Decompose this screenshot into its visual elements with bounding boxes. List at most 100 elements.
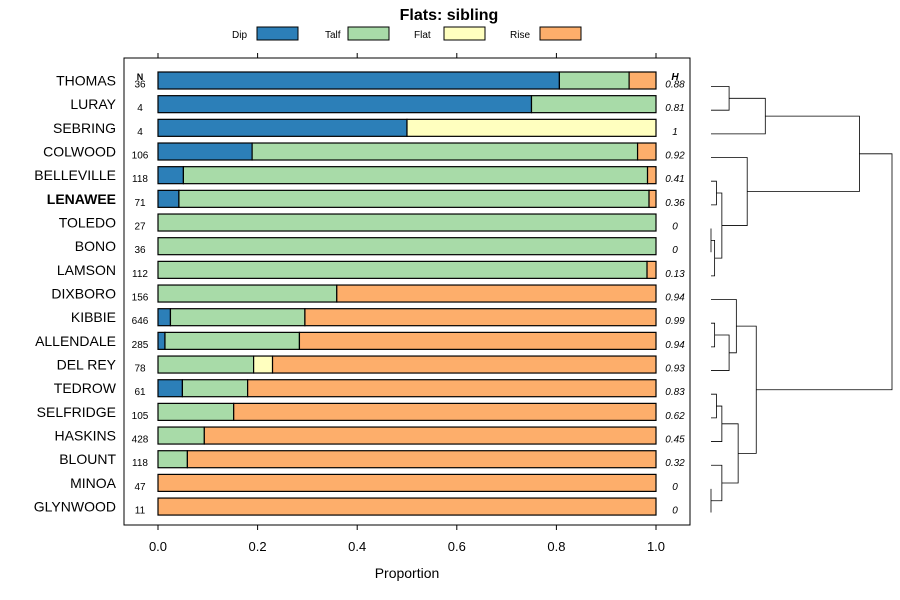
n-value: 118	[132, 174, 148, 185]
n-value: 105	[132, 411, 149, 422]
bar-segment-talf	[169, 308, 306, 327]
n-value: 36	[134, 245, 146, 256]
dendrogram-link	[711, 86, 730, 111]
n-value: 47	[134, 482, 146, 493]
n-value: 71	[134, 198, 146, 209]
bar-segment-rise	[648, 189, 657, 208]
bar-segment-dip	[157, 331, 166, 350]
h-value: 0.92	[665, 151, 685, 162]
legend-swatch-talf	[347, 26, 390, 41]
legend-label-talf: Talf	[325, 30, 341, 41]
bar-segment-rise	[646, 166, 657, 185]
bar-segment-flat	[253, 355, 274, 374]
h-value: 0.88	[665, 80, 685, 91]
n-value: 156	[132, 293, 149, 304]
bar-segment-talf	[530, 95, 657, 114]
x-tick-label: 0.4	[348, 539, 366, 554]
dendrogram-link	[711, 97, 766, 135]
bar-segment-flat	[406, 118, 657, 137]
n-value: 118	[132, 458, 148, 469]
n-value: 27	[134, 222, 146, 233]
row-label: MINOA	[70, 475, 117, 491]
row-label: SEBRING	[53, 120, 116, 136]
dendrogram-link	[736, 325, 757, 454]
bar-segment-talf	[157, 426, 205, 445]
h-value: 0.93	[665, 364, 685, 375]
bar-segment-dip	[157, 308, 172, 327]
row-label: COLWOOD	[43, 144, 116, 160]
bar-segment-rise	[186, 450, 657, 469]
x-axis: 0.0 0.2 0.4 0.6 0.8 1.0	[149, 53, 665, 554]
legend: Dip Talf Flat Rise	[232, 26, 582, 41]
bar-segment-talf	[157, 450, 188, 469]
legend-label-dip: Dip	[232, 30, 247, 41]
dendrogram-link	[721, 423, 739, 484]
bar-segment-talf	[181, 379, 249, 398]
bar-segment-rise	[157, 497, 657, 516]
dendrogram-link	[711, 334, 730, 371]
bar-segment-talf	[157, 213, 657, 232]
n-column-header: N	[137, 72, 144, 82]
h-value: 0	[672, 506, 678, 517]
legend-label-rise: Rise	[510, 30, 530, 41]
row-label: BLOUNT	[59, 451, 116, 467]
row-label: BONO	[75, 238, 116, 254]
h-value: 0.94	[665, 340, 685, 351]
bar-segment-dip	[157, 95, 533, 114]
bar-segment-dip	[157, 379, 184, 398]
bar-segment-dip	[157, 118, 408, 137]
n-value: 4	[137, 103, 143, 114]
row-label: LAMSON	[57, 262, 116, 278]
bar-segment-rise	[636, 142, 657, 161]
row-label: LURAY	[70, 96, 116, 112]
row-label: BELLEVILLE	[34, 167, 116, 183]
h-value: 0	[672, 245, 678, 256]
x-tick-label: 0.6	[448, 539, 466, 554]
bar-segment-talf	[164, 331, 301, 350]
plot-frame	[123, 57, 691, 526]
h-column-header: H	[671, 72, 679, 83]
h-value: 0.83	[665, 387, 685, 398]
row-label: HASKINS	[55, 428, 116, 444]
bar-segment-talf	[157, 355, 255, 374]
row-label: KIBBIE	[71, 309, 116, 325]
h-value: 0.99	[665, 316, 685, 327]
h-value: 0.81	[665, 103, 684, 114]
bar-segment-talf	[558, 71, 630, 90]
h-value: 0.32	[665, 458, 685, 469]
n-value: 646	[132, 316, 149, 327]
bar-segment-dip	[157, 166, 184, 185]
bar-segment-talf	[251, 142, 639, 161]
bar-segment-talf	[157, 237, 657, 256]
bar-segment-dip	[157, 189, 180, 208]
h-value: 0.94	[665, 293, 685, 304]
dendrogram-link	[714, 192, 723, 259]
h-value: 0.41	[665, 174, 684, 185]
bar-segment-rise	[304, 308, 657, 327]
dendrogram-link	[711, 464, 723, 502]
row-label: DIXBORO	[51, 286, 116, 302]
bar-segment-rise	[247, 379, 657, 398]
bars-group: THOMAS 36 0.88 LURAY 4 0.81 SEBRING 4 1 COLWOOD 10…	[34, 71, 685, 517]
chart-title: Flats: sibling	[400, 7, 499, 24]
h-value: 0.62	[665, 411, 685, 422]
h-value: 0.13	[665, 269, 685, 280]
legend-swatch-rise	[539, 26, 582, 41]
bar-segment-rise	[233, 402, 657, 421]
x-axis-label: Proportion	[375, 565, 440, 581]
x-tick-label: 0.2	[249, 539, 267, 554]
h-value: 0.36	[665, 198, 685, 209]
legend-swatch-flat	[443, 26, 486, 41]
row-label: THOMAS	[56, 73, 116, 89]
bar-segment-talf	[182, 166, 649, 185]
bar-segment-rise	[271, 355, 657, 374]
n-value: 61	[134, 387, 146, 398]
row-label: TEDROW	[54, 380, 117, 396]
dendrogram-link	[756, 153, 893, 391]
n-value: 11	[135, 506, 146, 517]
h-value: 0	[672, 222, 678, 233]
x-tick-label: 1.0	[647, 539, 665, 554]
n-value: 428	[132, 435, 149, 446]
bar-segment-talf	[157, 260, 648, 279]
